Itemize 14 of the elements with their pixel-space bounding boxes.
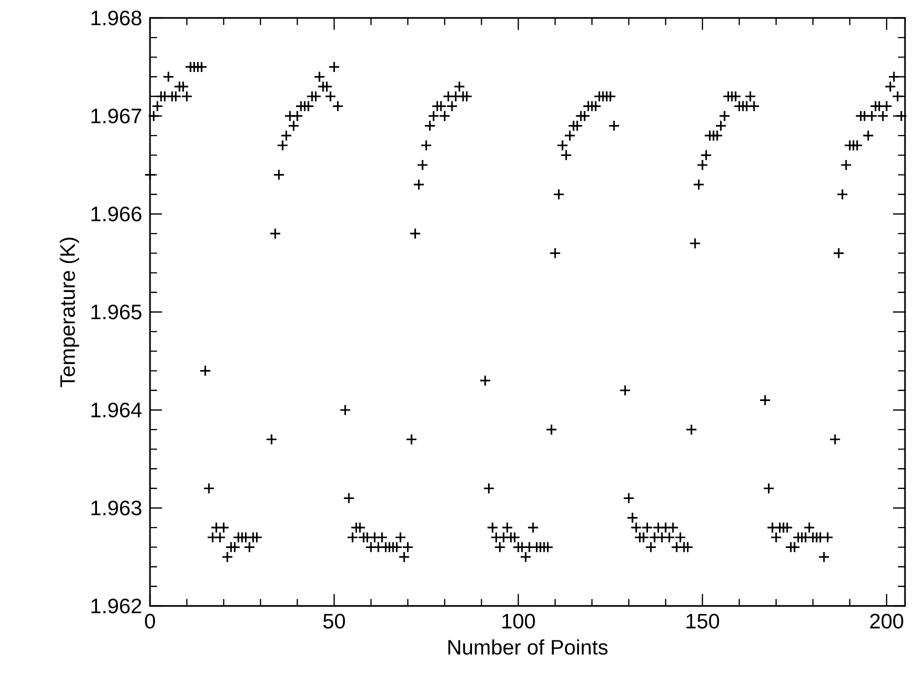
y-axis-title: Temperature (K) <box>60 238 80 388</box>
y-tick-label: 1.968 <box>91 10 142 26</box>
x-tick-label: 0 <box>145 614 156 629</box>
y-tick-label: 1.963 <box>91 500 142 516</box>
y-tick-label: 1.962 <box>91 598 142 614</box>
y-tick-label: 1.967 <box>91 108 142 124</box>
y-tick-label: 1.965 <box>91 304 142 320</box>
x-tick-label: 100 <box>502 614 535 629</box>
x-axis-title: Number of Points <box>448 639 608 655</box>
x-tick-label: 50 <box>323 614 345 629</box>
x-tick-label: 200 <box>870 614 904 629</box>
y-tick-label: 1.966 <box>91 206 142 222</box>
y-tick-label: 1.964 <box>91 402 142 418</box>
x-tick-label: 150 <box>686 614 720 629</box>
